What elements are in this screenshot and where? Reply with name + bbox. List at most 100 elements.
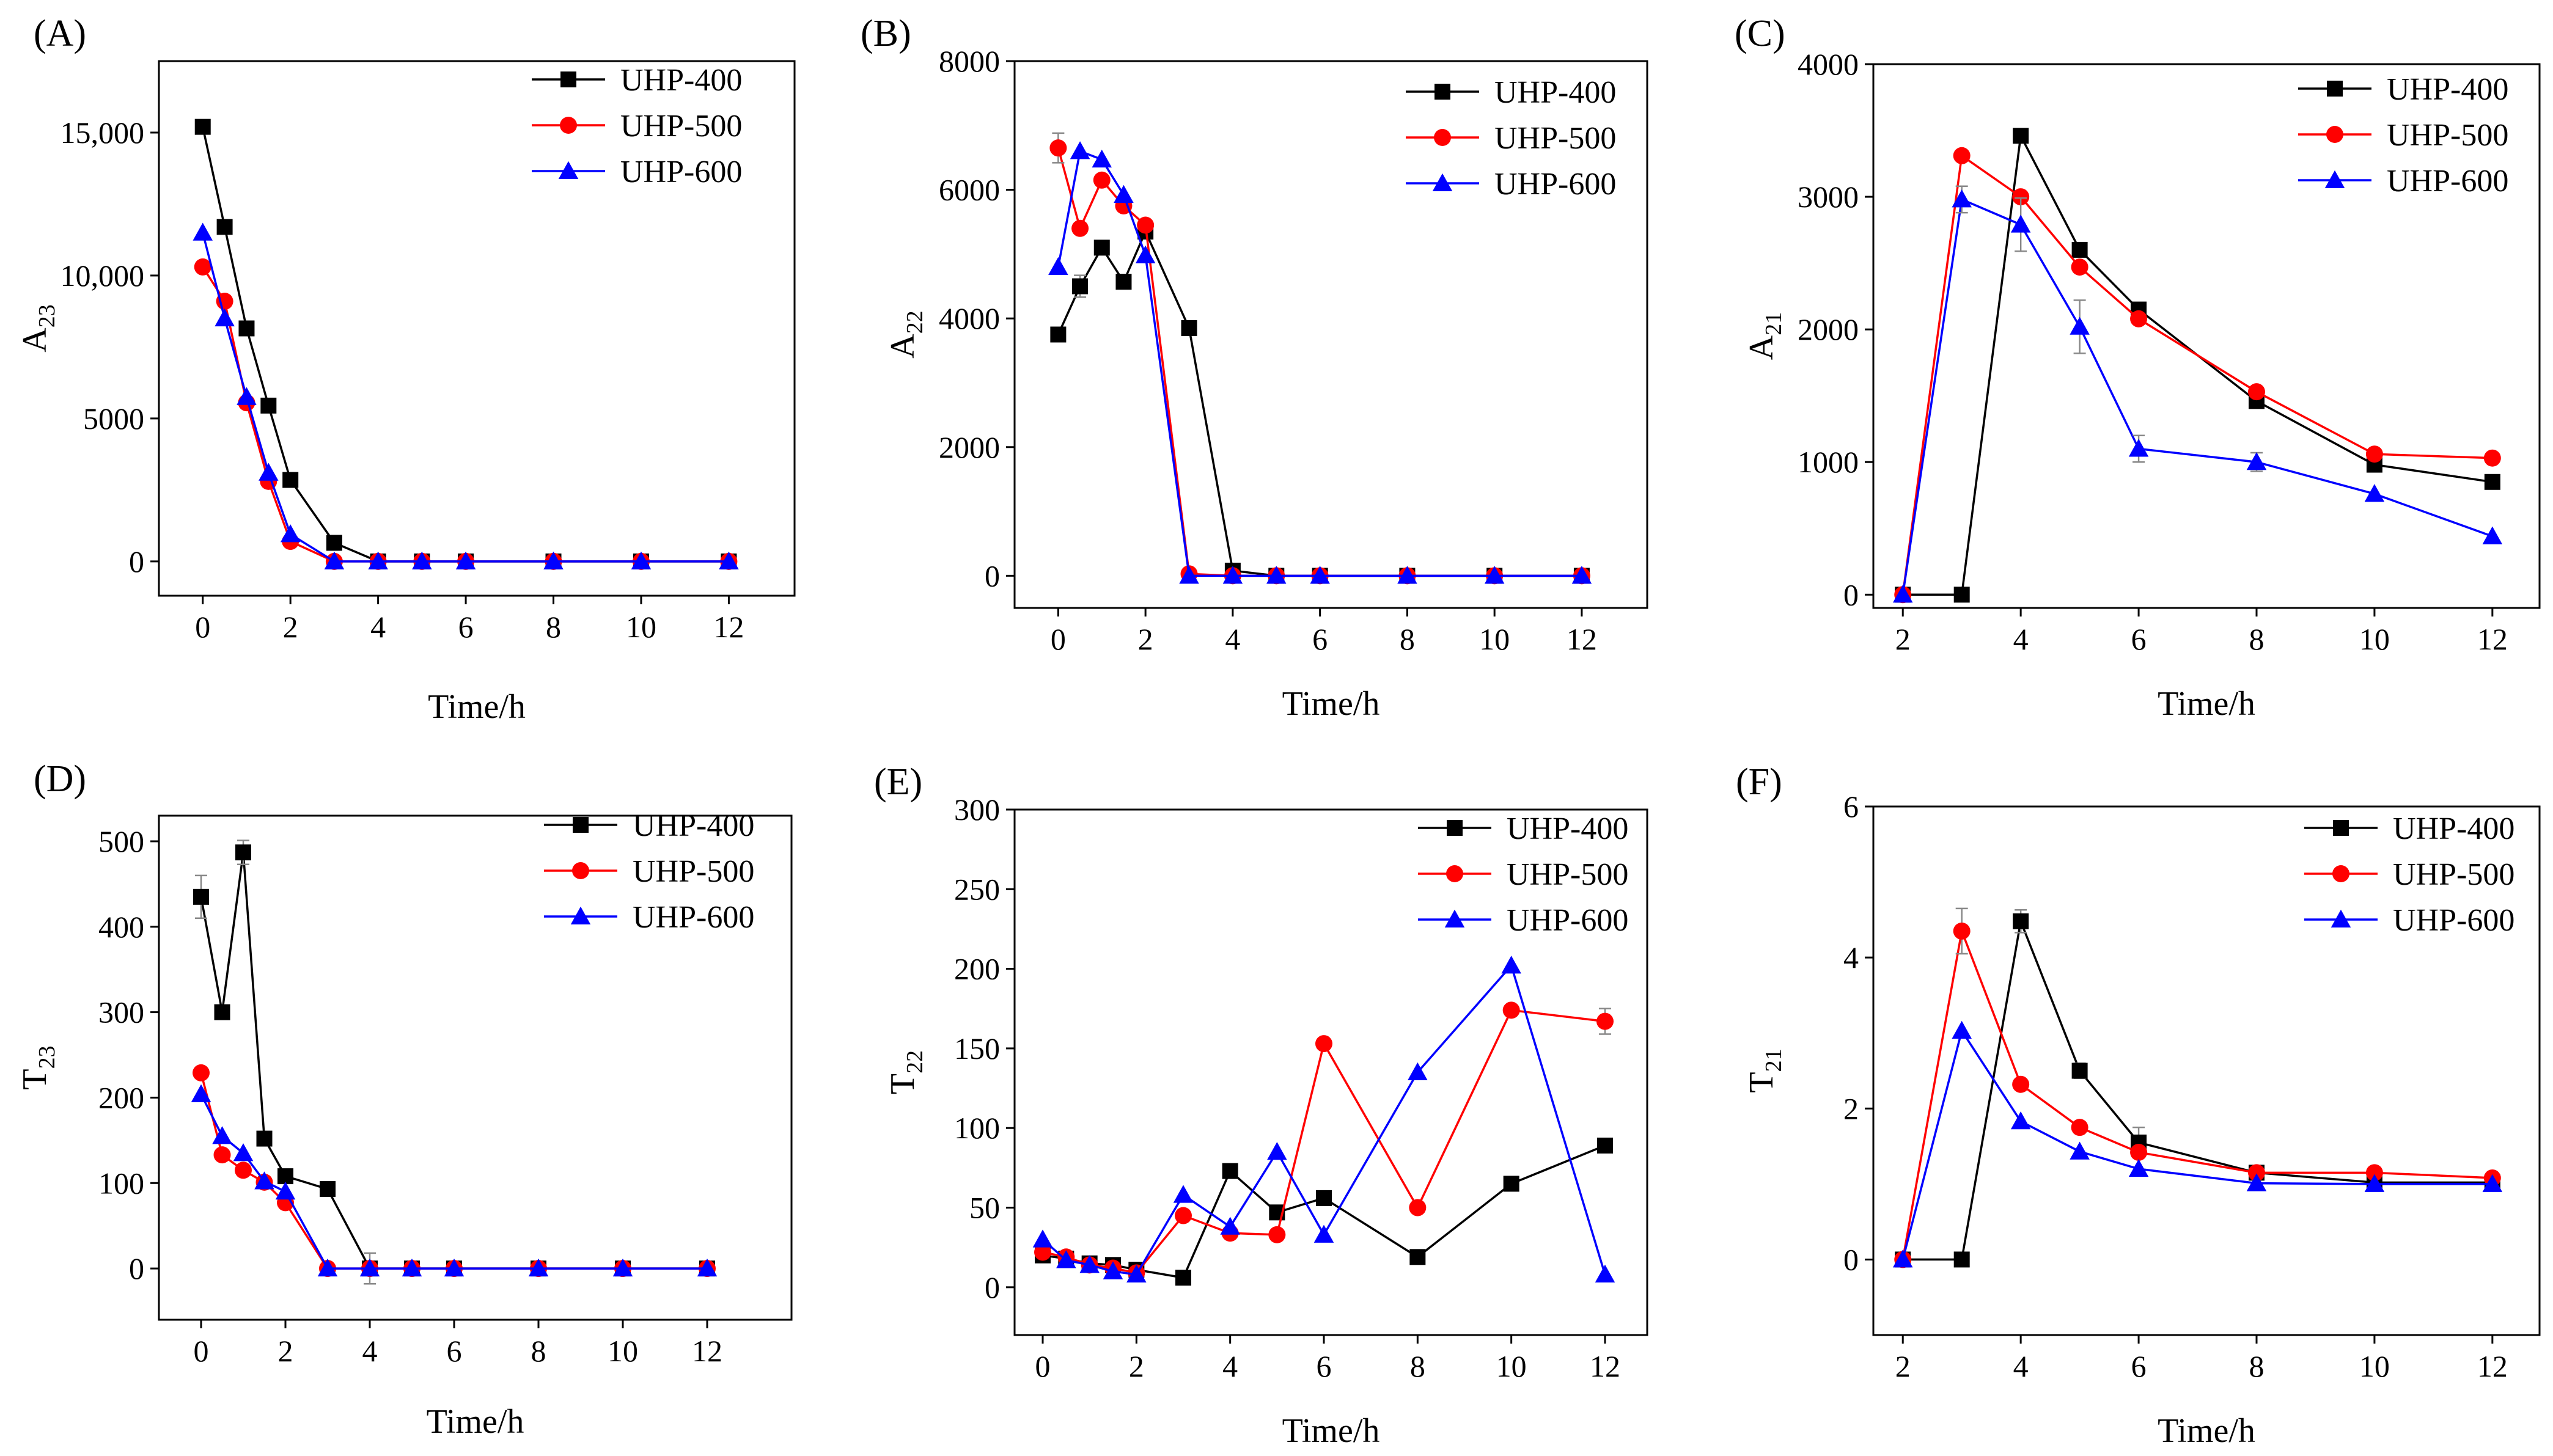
- y-tick-label: 100: [98, 1166, 144, 1200]
- series-line: [1057, 229, 1582, 577]
- x-tick-label: 8: [1410, 1349, 1425, 1383]
- legend-marker: [1434, 129, 1451, 146]
- data-point: [1034, 1243, 1051, 1261]
- x-tick-label: 2: [283, 610, 298, 644]
- data-point: [1595, 1264, 1615, 1282]
- legend-marker: [2324, 170, 2345, 188]
- x-tick-label: 0: [195, 610, 210, 644]
- data-point: [1953, 922, 1971, 940]
- plot-frame: [1013, 60, 1648, 609]
- plot-frame: [1013, 808, 1648, 1336]
- data-point: [2128, 1158, 2149, 1177]
- data-point: [193, 222, 213, 241]
- series-line: [202, 266, 729, 563]
- data-point: [631, 551, 652, 569]
- data-point: [1502, 1001, 1520, 1019]
- data-point: [2012, 1075, 2030, 1093]
- data-point: [1409, 1249, 1426, 1265]
- data-point: [1093, 171, 1111, 189]
- data-point: [1571, 566, 1592, 584]
- legend-label: UHP-600: [620, 155, 742, 189]
- x-tick-label: 10: [626, 610, 656, 644]
- data-point: [2070, 1141, 2090, 1160]
- data-point: [215, 308, 235, 327]
- series-uhp-600: [193, 222, 739, 569]
- y-axis-label: T23: [16, 1045, 60, 1089]
- legend-entry: UHP-500: [544, 854, 754, 889]
- x-tick-label: 6: [2131, 622, 2147, 656]
- data-point: [2128, 439, 2149, 457]
- legend-label: UHP-500: [2387, 118, 2508, 153]
- data-point: [1952, 189, 1972, 208]
- data-point: [275, 1182, 296, 1200]
- data-point: [2484, 474, 2500, 490]
- data-point: [193, 1064, 210, 1081]
- legend-label: UHP-400: [1494, 75, 1616, 110]
- y-tick-label: 2: [1843, 1091, 1859, 1125]
- y-tick-label: 400: [98, 910, 144, 944]
- data-point: [1484, 566, 1505, 584]
- data-point: [2071, 1119, 2088, 1136]
- data-point: [1596, 1012, 1614, 1030]
- y-tick-label: 50: [969, 1191, 1000, 1225]
- data-point: [2070, 316, 2090, 335]
- data-point: [1175, 1207, 1192, 1224]
- legend-marker: [560, 71, 576, 87]
- x-axis-label: Time/h: [2158, 685, 2255, 723]
- x-tick-label: 8: [1400, 622, 1415, 656]
- legend-entry: UHP-600: [532, 155, 742, 189]
- data-point: [259, 463, 279, 481]
- series-uhp-500: [193, 1064, 716, 1278]
- data-point: [254, 1171, 274, 1190]
- data-point: [2246, 1173, 2267, 1191]
- x-tick-label: 4: [370, 610, 386, 644]
- data-point: [194, 258, 211, 276]
- panel-label: (F): [1736, 761, 1782, 803]
- data-point: [1126, 1264, 1147, 1282]
- y-axis-label: T21: [1743, 1048, 1787, 1092]
- data-point: [260, 397, 277, 414]
- data-point: [359, 1258, 380, 1277]
- data-point: [191, 1084, 211, 1102]
- y-tick-label: 3000: [1798, 180, 1859, 214]
- data-point: [1409, 1199, 1427, 1216]
- legend-entry: UHP-600: [2298, 164, 2508, 199]
- y-tick-label: 1000: [1798, 445, 1859, 479]
- y-tick-label: 0: [985, 1270, 1000, 1304]
- chart-panel-e: 0 2 4 6 8 10 12 0 50 100 150 200 250 300 Time/h T22 (E) U…: [874, 761, 1648, 1450]
- data-point: [2010, 1111, 2031, 1130]
- data-point: [216, 219, 233, 235]
- x-tick-label: 8: [2249, 1349, 2264, 1383]
- legend-entry: UHP-600: [1418, 903, 1628, 938]
- data-point: [2130, 1143, 2148, 1161]
- y-tick-label: 5000: [83, 401, 144, 436]
- legend-marker: [2327, 81, 2343, 97]
- data-point: [1316, 1190, 1332, 1206]
- chart-panel-b: 0 2 4 6 8 10 12 0 2000 4000 6000 8000 Time/h A22 (B) UH…: [861, 13, 1648, 723]
- data-point: [1114, 185, 1134, 203]
- x-tick-label: 2: [1138, 622, 1153, 656]
- data-point: [402, 1258, 422, 1277]
- data-point: [214, 1004, 230, 1020]
- chart-panel-f: 2 4 6 8 10 12 0 2 4 6 Time/h T21 (F) UHP-400 UHP-500 UH…: [1736, 761, 2541, 1450]
- legend-entry: UHP-500: [1406, 121, 1616, 156]
- data-point: [1313, 1224, 1334, 1243]
- data-point: [1953, 587, 1970, 603]
- series-uhp-500: [1894, 907, 2501, 1268]
- series-uhp-600: [1048, 141, 1592, 584]
- x-tick-label: 10: [608, 1334, 638, 1368]
- data-point: [1070, 141, 1090, 159]
- x-tick-label: 6: [1312, 622, 1328, 656]
- data-point: [2012, 188, 2030, 206]
- legend-entry: UHP-500: [2298, 118, 2508, 153]
- data-point: [2247, 1164, 2265, 1182]
- y-tick-label: 200: [954, 952, 1000, 986]
- data-point: [412, 551, 432, 569]
- data-point: [1049, 139, 1067, 157]
- y-tick-label: 0: [129, 544, 144, 579]
- x-tick-label: 10: [1479, 622, 1510, 656]
- data-point: [1222, 1163, 1238, 1179]
- data-point: [1266, 566, 1287, 584]
- data-point: [235, 844, 251, 861]
